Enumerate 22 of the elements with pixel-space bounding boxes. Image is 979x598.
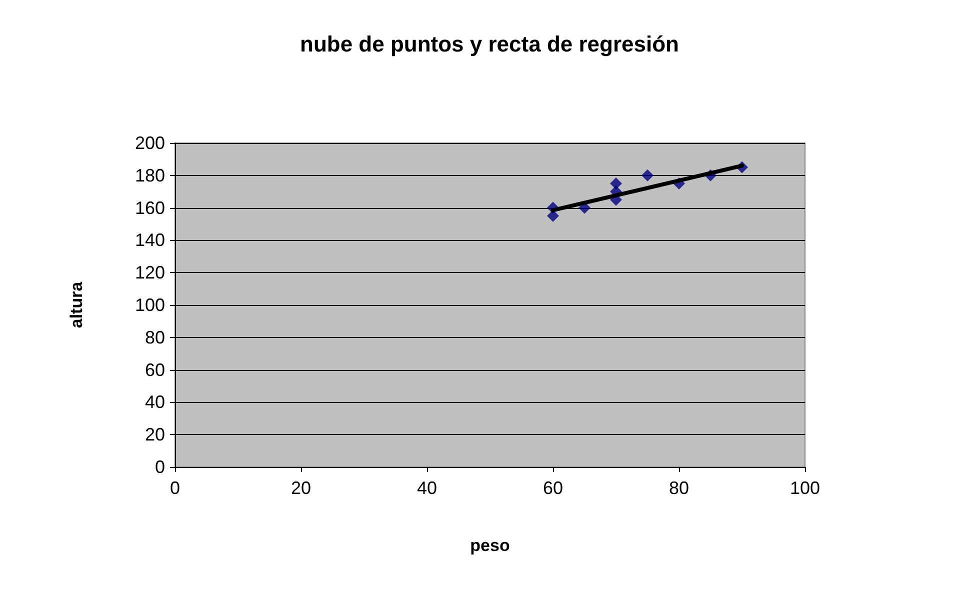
- x-tick-label: 100: [790, 478, 820, 498]
- point: [642, 169, 654, 182]
- y-tick-label: 200: [134, 133, 165, 153]
- x-tick-label: 80: [668, 478, 690, 498]
- y-tick-label: 120: [134, 262, 165, 283]
- y-tick-label: 40: [144, 392, 165, 412]
- y-axis-title: altura: [67, 281, 86, 328]
- y-tick-label: 80: [144, 327, 165, 348]
- x-axis-title: peso: [470, 536, 510, 555]
- x-tick-label: 20: [290, 478, 312, 498]
- y-tick-label: 140: [134, 230, 165, 250]
- y-tick-label: 180: [134, 165, 165, 186]
- x-tick-label: 40: [416, 478, 438, 498]
- chart-title: nube de puntos y recta de regresión: [300, 32, 679, 56]
- point: [610, 178, 622, 190]
- y-tick-label: 60: [144, 360, 165, 380]
- y-tick-label: 100: [134, 295, 165, 315]
- y-tick-label: 20: [144, 424, 165, 445]
- x-tick-label: 60: [542, 478, 564, 498]
- x-tick-label: 0: [170, 478, 180, 498]
- y-tick-label: 160: [134, 198, 165, 218]
- y-tick-label: 0: [154, 457, 165, 477]
